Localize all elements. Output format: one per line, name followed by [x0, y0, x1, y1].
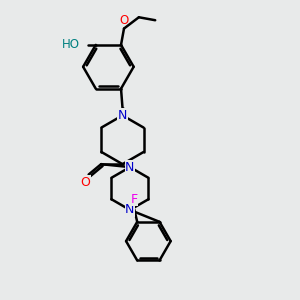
Text: N: N [118, 109, 127, 122]
Text: N: N [125, 203, 135, 216]
Text: F: F [131, 193, 138, 206]
Text: O: O [81, 176, 91, 189]
Text: N: N [125, 160, 135, 174]
Text: O: O [119, 14, 129, 27]
Text: HO: HO [61, 38, 80, 51]
